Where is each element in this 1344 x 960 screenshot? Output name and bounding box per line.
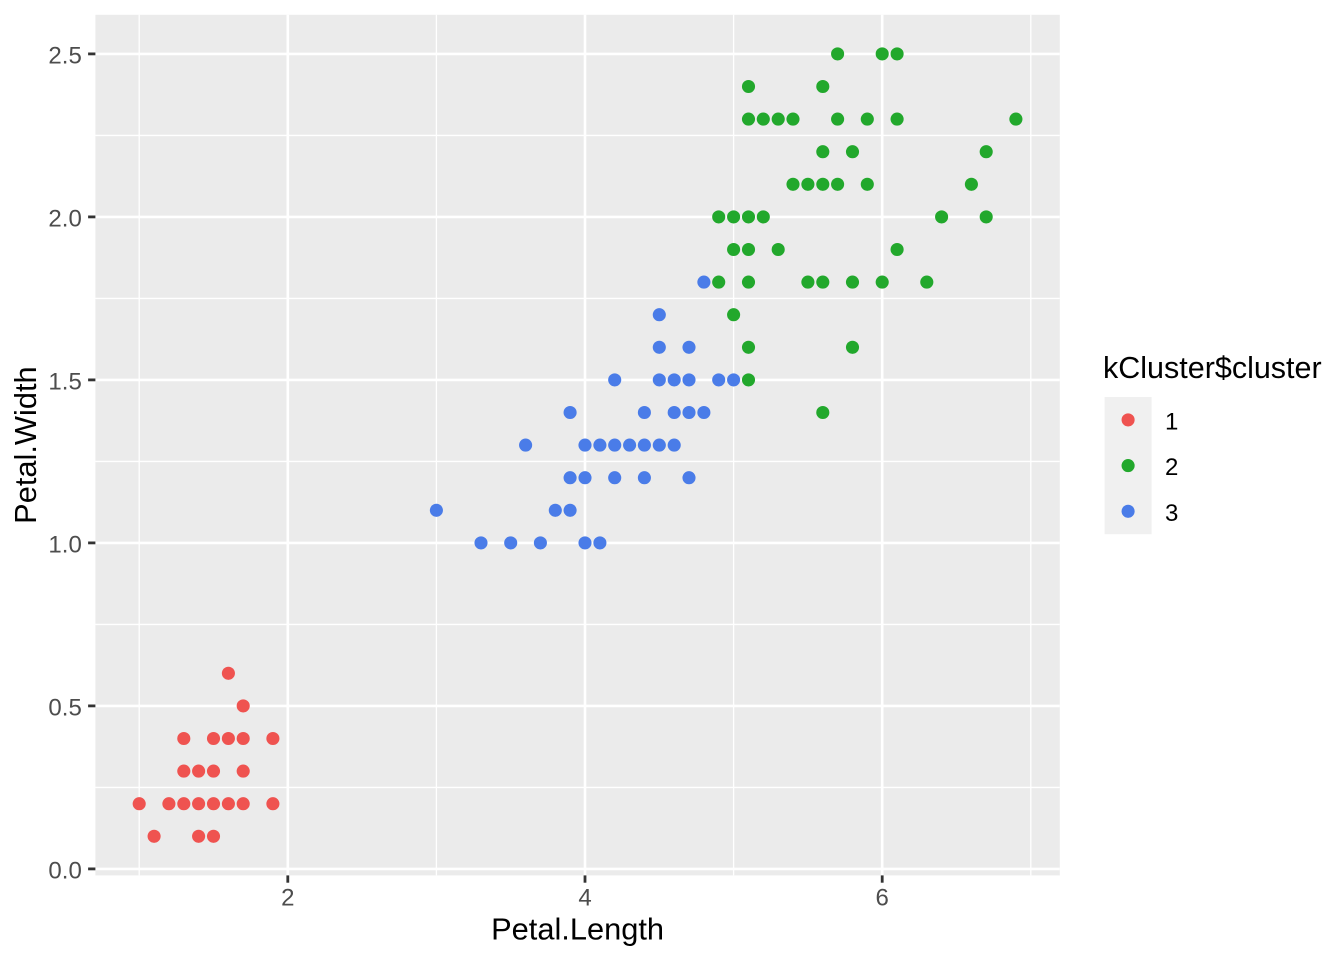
svg-text:1.0: 1.0 [48, 531, 81, 558]
svg-text:0.0: 0.0 [48, 857, 81, 884]
svg-text:4: 4 [578, 885, 591, 912]
svg-text:2: 2 [281, 885, 294, 912]
svg-text:3: 3 [1165, 500, 1178, 527]
svg-text:1: 1 [1165, 408, 1178, 435]
svg-text:Petal.Width: Petal.Width [8, 366, 43, 523]
svg-text:2.0: 2.0 [48, 205, 81, 232]
svg-text:Petal.Length: Petal.Length [491, 912, 664, 947]
svg-text:2: 2 [1165, 454, 1178, 481]
svg-text:2.5: 2.5 [48, 42, 81, 69]
svg-text:0.5: 0.5 [48, 694, 81, 721]
svg-text:kCluster$cluster: kCluster$cluster [1103, 351, 1322, 385]
svg-text:1.5: 1.5 [48, 368, 81, 395]
svg-text:6: 6 [876, 885, 889, 912]
